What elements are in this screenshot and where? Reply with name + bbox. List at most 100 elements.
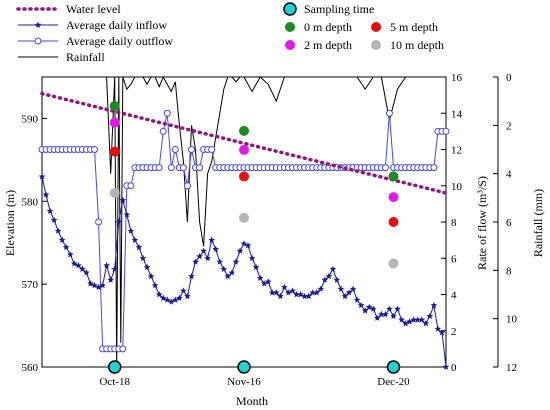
inflow-point (434, 325, 442, 332)
y-right1-axis-title: Rate of flow (m³/S) (475, 176, 489, 270)
inflow-point (123, 211, 131, 218)
x-tick-label: Nov-16 (227, 376, 261, 388)
depth-point-d2 (388, 192, 399, 203)
inflow-point (163, 296, 171, 303)
inflow-point (75, 262, 82, 269)
legend-marker-d2 (285, 40, 295, 50)
inflow-point (289, 287, 296, 294)
inflow-point (309, 289, 316, 296)
depth-point-d0 (109, 101, 120, 111)
inflow-point (418, 316, 426, 323)
inflow-point (422, 320, 430, 327)
depth-point-d0 (388, 171, 399, 182)
legend-label-inflow: Average daily inflow (66, 18, 167, 32)
inflow-point (313, 289, 320, 296)
y-right1-tick-label: 8 (451, 217, 457, 229)
inflow-point (390, 312, 397, 320)
inflow-point (361, 307, 369, 314)
inflow-point (151, 281, 159, 289)
y-left-tick-label: 570 (22, 279, 39, 291)
inflow-point (264, 278, 272, 285)
inflow-point (333, 276, 341, 283)
inflow-point (131, 236, 139, 243)
y-left-axis-title: Elevation (m) (3, 190, 17, 256)
inflow-point (38, 173, 46, 180)
y-left-tick-label: 590 (22, 113, 39, 125)
inflow-point (115, 218, 123, 225)
inflow-point (216, 258, 224, 265)
y-left-tick-label: 580 (22, 196, 39, 208)
inflow-point (293, 291, 300, 298)
inflow-point (305, 292, 312, 300)
inflow-point (321, 276, 329, 283)
legend-label-outflow: Average daily outflow (66, 34, 173, 48)
inflow-point (353, 296, 361, 303)
inflow-point (192, 258, 199, 265)
depth-point-d5 (239, 171, 249, 182)
inflow-point (212, 245, 219, 252)
inflow-point (370, 305, 377, 312)
outflow-point (119, 345, 127, 353)
legend-marker-d0 (285, 22, 295, 32)
legend: Water level Average daily inflow Average d… (16, 2, 444, 64)
y-right2-tick-label: 4 (506, 169, 512, 181)
inflow-point (180, 287, 187, 294)
outflow-point (171, 146, 179, 153)
outflow-point (381, 164, 389, 172)
legend-label-sampling: Sampling time (304, 2, 374, 16)
inflow-point (62, 243, 70, 251)
outflow-point (91, 146, 99, 153)
y-right2-axis-title: Rainfall (mm) (531, 189, 545, 257)
sampling-point (386, 360, 401, 374)
y-right1-tick-label: 16 (451, 72, 463, 84)
inflow-point (107, 276, 114, 283)
inflow-point (143, 263, 151, 271)
y-right2-tick-label: 8 (506, 265, 512, 277)
legend-label-d2: 2 m depth (304, 38, 352, 52)
sampling-point (237, 360, 251, 374)
inflow-point (301, 292, 308, 300)
y-right2-tick-label: 6 (506, 217, 512, 229)
legend-label-rainfall: Rainfall (66, 50, 105, 64)
inflow-point (224, 272, 232, 280)
water-level-series (40, 91, 448, 195)
inflow-point (341, 292, 349, 300)
inflow-point (398, 316, 405, 323)
tick-marks: 560 570 580 590 0 2 4 6 8 10 12 14 16 0 2 4 6 8 10 12 Oct-18… (22, 72, 518, 388)
inflow-point (252, 263, 260, 271)
depth-points (109, 101, 399, 269)
inflow-point (127, 227, 135, 234)
inflow-point (236, 247, 244, 254)
inflow-point (269, 289, 276, 296)
y-right2-tick-label: 10 (506, 314, 518, 326)
inflow-point (228, 269, 236, 276)
inflow-point (168, 298, 175, 305)
outflow-point (179, 164, 187, 172)
inflow-point (256, 274, 264, 281)
inflow-point (337, 285, 345, 292)
legend-marker-d5 (371, 22, 381, 32)
inflow-point (382, 310, 389, 318)
x-axis-title: Month (236, 394, 268, 408)
y-right2-tick-label: 2 (506, 120, 512, 132)
inflow-point (232, 258, 240, 265)
inflow-point (365, 303, 373, 310)
inflow-point (317, 285, 325, 292)
inflow-point (67, 251, 74, 258)
inflow-point (79, 265, 86, 272)
outflow-point (208, 146, 216, 153)
legend-label-water-level: Water level (66, 2, 121, 16)
x-tick-label: Dec-20 (377, 376, 410, 388)
y-right1-tick-label: 10 (451, 181, 463, 193)
legend-label-d0: 0 m depth (304, 20, 352, 34)
inflow-point (410, 316, 417, 323)
outflow-point (196, 164, 204, 172)
inflow-point (357, 301, 365, 309)
inflow-point (430, 301, 438, 309)
inflow-point (244, 242, 252, 249)
y-right1-tick-label: 6 (451, 253, 457, 265)
y-right1-tick-label: 0 (451, 362, 457, 374)
outflow-point (127, 182, 135, 190)
depth-point-d2 (239, 144, 249, 155)
inflow-point (260, 280, 268, 287)
